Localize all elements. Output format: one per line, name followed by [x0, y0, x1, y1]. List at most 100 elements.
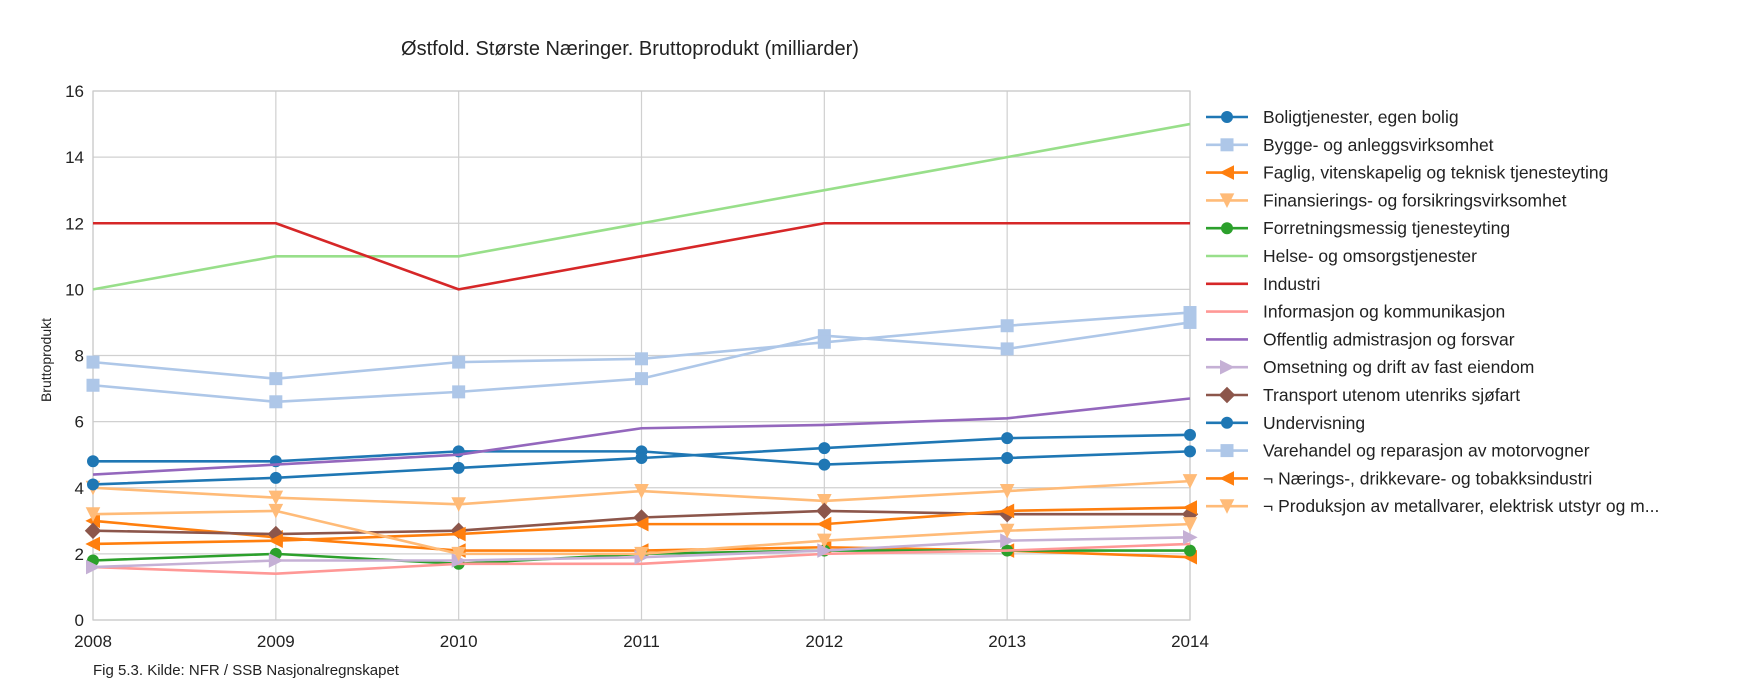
- data-point: [999, 503, 1015, 519]
- legend-label: Boligtjenester, egen bolig: [1263, 107, 1459, 127]
- legend-swatch-marker: [1219, 193, 1235, 209]
- series-line: [92, 122, 1191, 291]
- legend-label: Varehandel og reparasjon av motorvogner: [1263, 441, 1590, 461]
- x-tick-label: 2014: [1171, 632, 1209, 651]
- data-point: [452, 385, 466, 399]
- chart-caption: Fig 5.3. Kilde: NFR / SSB Nasjonalregnsk…: [93, 662, 400, 679]
- data-point: [452, 355, 466, 369]
- legend-item: Transport utenom utenriks sjøfart: [1206, 385, 1520, 405]
- data-point: [1183, 306, 1197, 320]
- legend: Boligtjenester, egen bolig Bygge- og anle…: [1206, 107, 1659, 516]
- data-point: [269, 471, 282, 484]
- data-point: [452, 461, 465, 474]
- data-point: [85, 536, 100, 552]
- data-point: [451, 526, 466, 542]
- legend-item: Industri: [1206, 274, 1320, 294]
- data-point: [999, 523, 1015, 539]
- data-point: [634, 484, 649, 499]
- data-point: [87, 478, 99, 491]
- legend-swatch-marker: [1220, 359, 1235, 375]
- legend-swatch-marker: [1219, 499, 1235, 514]
- y-tick-label: 2: [75, 545, 84, 564]
- legend-item: Forretningsmessig tjenesteyting: [1206, 218, 1510, 238]
- legend-item: Offentlig admistrasjon og forsvar: [1206, 329, 1515, 349]
- legend-item: Finansierings- og forsikringsvirksomhet: [1206, 190, 1567, 210]
- legend-label: Informasjon og kommunikasjon: [1263, 302, 1505, 322]
- data-point: [86, 559, 101, 575]
- series-13: [85, 500, 1197, 552]
- legend-label: Offentlig admistrasjon og forsvar: [1263, 329, 1515, 349]
- series-11: [87, 428, 1196, 491]
- series-line: [93, 221, 1190, 291]
- data-point: [818, 442, 831, 455]
- y-tick-label: 16: [65, 82, 84, 101]
- legend-item: Undervisning: [1206, 413, 1365, 433]
- series-line: [92, 542, 1191, 576]
- y-tick-label: 0: [75, 611, 84, 630]
- series-line: [92, 397, 1191, 476]
- legend-label: ¬ Nærings-, drikkevare- og tobakksindust…: [1263, 468, 1592, 488]
- data-point: [634, 546, 649, 562]
- legend-label: ¬ Produksjon av metallvarer, elektrisk u…: [1263, 496, 1659, 516]
- legend-item: ¬ Nærings-, drikkevare- og tobakksindust…: [1206, 468, 1592, 488]
- legend-swatch-marker: [1221, 416, 1233, 429]
- x-tick-label: 2010: [440, 632, 478, 651]
- x-tick-label: 2009: [257, 632, 295, 651]
- data-point: [1001, 451, 1014, 464]
- data-point: [451, 546, 466, 562]
- legend-label: Transport utenom utenriks sjøfart: [1263, 385, 1520, 405]
- y-tick-label: 6: [75, 413, 84, 432]
- series-12: [86, 306, 1197, 386]
- legend-swatch-marker: [1220, 444, 1234, 458]
- data-point: [86, 378, 100, 392]
- data-point: [817, 335, 831, 349]
- legend-label: Omsetning og drift av fast eiendom: [1263, 357, 1534, 377]
- data-point: [269, 372, 283, 386]
- data-point: [816, 516, 832, 532]
- series-7: [92, 542, 1191, 576]
- series-layer: [84, 122, 1199, 576]
- data-point: [1184, 428, 1196, 441]
- x-tick-label: 2011: [623, 632, 660, 651]
- data-point: [1182, 500, 1197, 515]
- data-point: [269, 395, 283, 409]
- data-point: [1001, 432, 1014, 445]
- data-point: [635, 451, 648, 464]
- data-point: [87, 455, 99, 468]
- legend-item: Bygge- og anleggsvirksomhet: [1206, 135, 1494, 155]
- data-point: [816, 502, 833, 520]
- data-point: [1182, 517, 1198, 532]
- data-point: [818, 458, 831, 471]
- data-point: [1000, 319, 1014, 333]
- data-point: [1182, 474, 1198, 489]
- legend-item: Omsetning og drift av fast eiendom: [1206, 357, 1534, 377]
- y-tick-label: 12: [65, 214, 84, 233]
- data-point: [1183, 530, 1198, 545]
- legend-swatch-marker: [1221, 222, 1233, 235]
- legend-label: Undervisning: [1263, 413, 1365, 433]
- series-14: [85, 503, 1198, 562]
- data-point: [268, 503, 284, 519]
- data-point: [635, 352, 648, 366]
- legend-swatch-marker: [1220, 138, 1234, 152]
- data-point: [268, 553, 284, 568]
- data-point: [268, 533, 283, 548]
- data-point: [1000, 342, 1014, 356]
- y-tick-label: 4: [75, 479, 84, 498]
- y-tick-label: 8: [75, 347, 84, 366]
- data-point: [635, 372, 648, 386]
- series-1: [86, 315, 1197, 409]
- legend-swatch-marker: [1219, 165, 1234, 180]
- data-point: [633, 516, 649, 532]
- data-point: [817, 533, 832, 549]
- legend-item: Faglig, vitenskapelig og teknisk tjenest…: [1206, 163, 1608, 183]
- x-tick-label: 2008: [74, 632, 112, 651]
- y-tick-label: 14: [65, 148, 84, 167]
- chart-title: Østfold. Største Næringer. Bruttoprodukt…: [401, 38, 859, 60]
- legend-label: Forretningsmessig tjenesteyting: [1263, 218, 1510, 238]
- legend-label: Industri: [1263, 274, 1320, 294]
- legend-label: Bygge- og anleggsvirksomhet: [1263, 135, 1494, 155]
- x-tick-label: 2012: [805, 632, 843, 651]
